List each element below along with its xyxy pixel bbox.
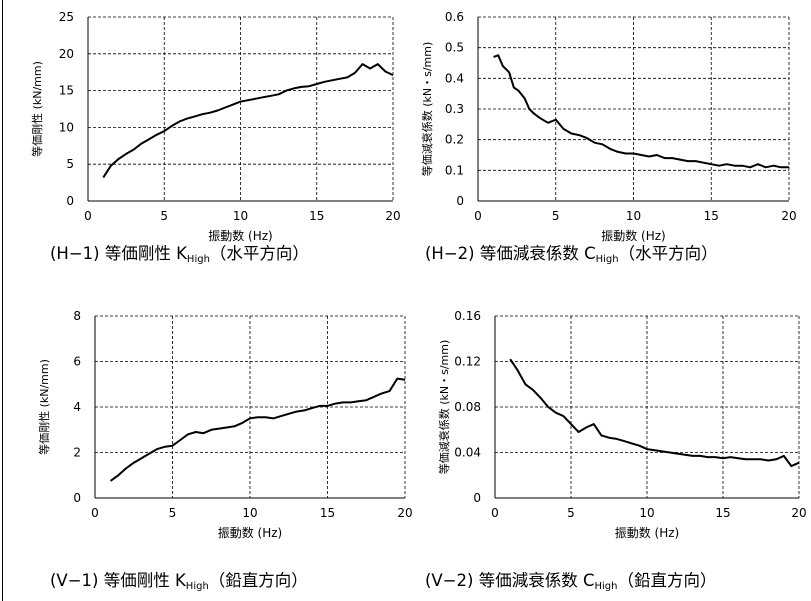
x-tick-label: 5 — [169, 506, 177, 520]
y-tick-label: 0.12 — [454, 355, 481, 369]
x-tick-label: 0 — [91, 506, 99, 520]
caption-subscript: High — [187, 254, 210, 265]
x-tick-label: 10 — [242, 506, 257, 520]
x-tick-label: 15 — [309, 209, 324, 223]
y-tick-label: 0.2 — [445, 133, 464, 147]
y-tick-label: 25 — [59, 10, 74, 24]
x-tick-label: 15 — [704, 209, 719, 223]
y-tick-label: 0 — [66, 194, 74, 208]
y-tick-label: 0.04 — [454, 446, 481, 460]
x-tick-label: 10 — [626, 209, 641, 223]
data-series-line — [493, 54, 789, 169]
caption-main: (H−1) 等価剛性 K — [50, 244, 188, 263]
x-tick-label: 20 — [397, 506, 412, 520]
caption-subscript: High — [596, 254, 619, 265]
caption-direction: （鉛直方向） — [617, 571, 716, 590]
figure-caption: (H−2) 等価減衰係数 CHigh（水平方向） — [425, 244, 718, 265]
x-tick-label: 5 — [160, 209, 168, 223]
y-tick-label: 6 — [73, 355, 81, 369]
y-tick-label: 0.16 — [454, 309, 481, 323]
y-tick-label: 15 — [59, 84, 74, 98]
y-axis-label: 等価剛性 (kN/mm) — [37, 359, 51, 455]
y-tick-label: 0.6 — [445, 10, 464, 24]
y-tick-label: 0.4 — [445, 71, 464, 85]
x-axis-label: 振動数 (Hz) — [208, 228, 273, 243]
y-axis-label: 等価剛性 (kN/mm) — [30, 61, 44, 157]
figure-caption: (H−1) 等価剛性 KHigh（水平方向） — [50, 244, 309, 265]
data-series-line — [109, 377, 406, 482]
y-tick-label: 2 — [73, 446, 81, 460]
x-tick-label: 0 — [84, 209, 92, 223]
caption-direction: （鉛直方向） — [209, 571, 308, 590]
y-tick-label: 8 — [73, 309, 81, 323]
x-tick-label: 5 — [552, 209, 560, 223]
x-tick-label: 5 — [567, 506, 575, 520]
x-axis-label: 振動数 (Hz) — [615, 525, 680, 540]
caption-direction: （水平方向） — [210, 244, 309, 263]
x-tick-label: 15 — [320, 506, 335, 520]
caption-main: (H−2) 等価減衰係数 C — [425, 244, 596, 263]
x-tick-label: 0 — [491, 506, 499, 520]
x-axis-label: 振動数 (Hz) — [218, 525, 283, 540]
y-tick-label: 10 — [59, 120, 74, 134]
y-tick-label: 0 — [73, 491, 81, 505]
y-axis-label: 等価減衰係数 (kN・s/mm) — [420, 42, 434, 177]
y-tick-label: 0.3 — [445, 102, 464, 116]
y-tick-label: 4 — [73, 400, 81, 414]
x-tick-label: 15 — [715, 506, 730, 520]
x-axis-label: 振動数 (Hz) — [601, 228, 666, 243]
x-tick-label: 20 — [791, 506, 806, 520]
x-tick-label: 0 — [474, 209, 482, 223]
figure-caption: (V−1) 等価剛性 KHigh（鉛直方向） — [50, 571, 308, 592]
chart-panel-3: 0 2 4 6 8 0 5 10 15 20 振動数 (Hz) 等価剛性 (kN/mm) (V−1) 等… — [37, 309, 413, 592]
x-tick-label: 20 — [781, 209, 796, 223]
y-axis-label: 等価減衰係数 (kN・s/mm) — [437, 340, 451, 475]
x-tick-label: 10 — [639, 506, 654, 520]
caption-direction: （水平方向） — [619, 244, 718, 263]
figure-caption: (V−2) 等価減衰係数 CHigh（鉛直方向） — [425, 571, 716, 592]
x-tick-label: 10 — [233, 209, 248, 223]
y-tick-label: 0.08 — [454, 400, 481, 414]
y-tick-label: 5 — [66, 157, 74, 171]
y-tick-label: 0.1 — [445, 163, 464, 177]
caption-subscript: High — [595, 581, 618, 592]
chart-panel-4: 0 0.04 0.08 0.12 0.16 0 5 10 15 20 振動数 (Hz) 等価減衰係数 … — [425, 309, 807, 592]
caption-main: (V−1) 等価剛性 K — [50, 571, 187, 590]
y-tick-label: 0 — [473, 491, 481, 505]
data-series-line — [102, 63, 394, 178]
x-tick-label: 20 — [385, 209, 400, 223]
chart-panel-1: 0 5 10 15 20 25 0 5 10 15 20 振動数 (Hz) 等価剛性 (kN/mm) (H… — [30, 10, 401, 265]
y-tick-label: 0 — [456, 194, 464, 208]
data-series-line — [509, 358, 800, 468]
y-tick-label: 0.5 — [445, 41, 464, 55]
caption-main: (V−2) 等価減衰係数 C — [425, 571, 595, 590]
caption-subscript: High — [186, 581, 209, 592]
chart-panel-2: 0 0.1 0.2 0.3 0.4 0.5 0.6 0 5 10 15 20 振動数 (Hz) 等価減衰係… — [420, 10, 797, 265]
y-tick-label: 20 — [59, 47, 74, 61]
